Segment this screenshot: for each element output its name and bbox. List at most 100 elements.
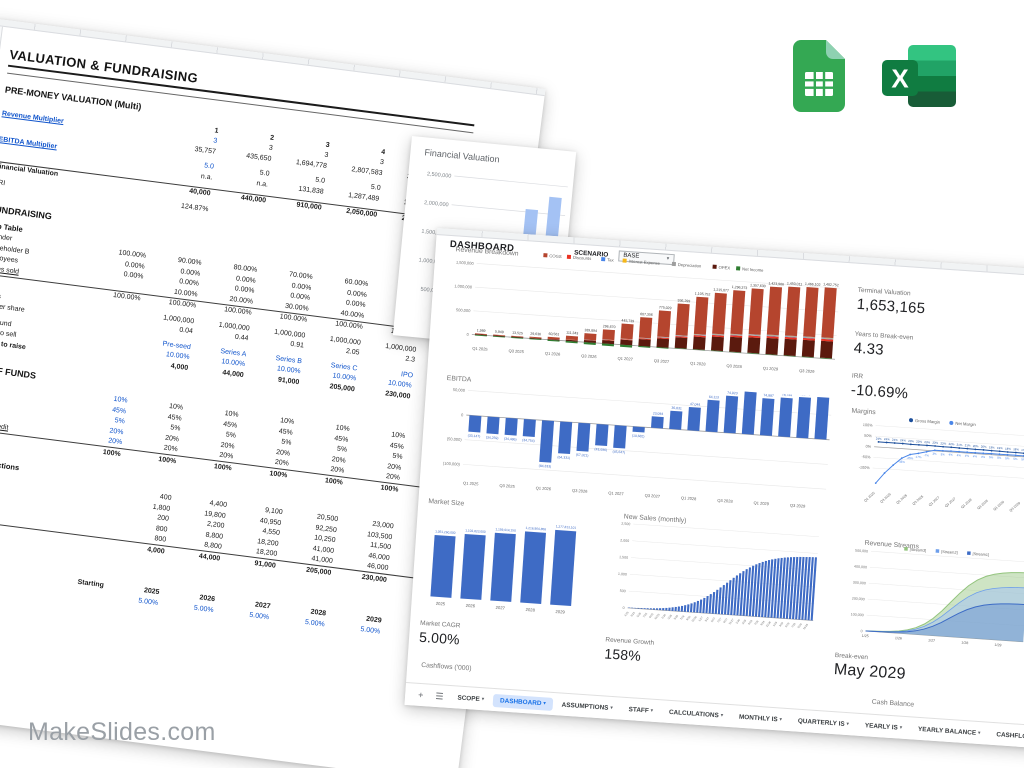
- svg-text:-100%: -100%: [859, 465, 871, 470]
- svg-text:1/26: 1/26: [660, 613, 667, 620]
- svg-text:Depreciation: Depreciation: [678, 262, 702, 269]
- svg-text:(45,647): (45,647): [612, 450, 625, 455]
- cell: 440,000: [240, 194, 267, 205]
- sheet-tab-cashflow[interactable]: CASHFLOW▾: [989, 727, 1024, 744]
- svg-text:24%: 24%: [900, 438, 906, 442]
- sheet-tab-quarterly-is[interactable]: QUARTERLY IS ▾: [790, 714, 856, 731]
- svg-text:Q3 2027: Q3 2027: [944, 497, 957, 509]
- svg-text:400,000: 400,000: [854, 565, 867, 570]
- svg-text:300,000: 300,000: [853, 581, 866, 586]
- svg-text:1,500,000: 1,500,000: [456, 260, 475, 266]
- svg-text:23,084: 23,084: [653, 411, 664, 416]
- dashboard-sheet-window: DASHBOARD SCENARIO BASE ▾ Revenue Breakd…: [404, 228, 1024, 751]
- tab-label: CASHFLOW: [996, 730, 1024, 741]
- svg-text:111,343: 111,343: [566, 331, 578, 336]
- sheet-tab-assumptions[interactable]: ASSUMPTIONS ▾: [554, 698, 620, 715]
- sheet-tab-yearly-balance[interactable]: YEARLY BALANCE ▾: [911, 722, 988, 740]
- tab-label: SCOPE: [457, 693, 481, 703]
- svg-text:5%: 5%: [1005, 456, 1010, 460]
- svg-text:7/29: 7/29: [790, 622, 797, 629]
- cell: [52, 590, 108, 597]
- svg-text:Financial Valuation: Financial Valuation: [424, 147, 500, 164]
- revenue-streams-chart[interactable]: Revenue Streams [Stream3] [Stream2] [Stream…: [832, 534, 1024, 674]
- cell: [102, 196, 158, 203]
- svg-text:Q1 2029: Q1 2029: [763, 365, 779, 371]
- svg-text:1,000,000: 1,000,000: [454, 283, 473, 289]
- market-size-chart[interactable]: Market Size 1,051,260,000 2025 1,103,823,00…: [418, 494, 588, 634]
- svg-text:22%: 22%: [940, 441, 946, 445]
- svg-text:17%: 17%: [1021, 448, 1024, 452]
- revenue-breakdown-chart[interactable]: Revenue Breakdown COGS Discounts Tax Interes…: [435, 242, 845, 400]
- row-number: 2: [0, 24, 3, 39]
- svg-text:Q3 2026: Q3 2026: [912, 494, 925, 506]
- svg-text:(34,754): (34,754): [522, 438, 535, 443]
- svg-text:Q3 2028: Q3 2028: [726, 363, 742, 369]
- svg-text:Q1 2027: Q1 2027: [617, 356, 633, 362]
- svg-text:9/28: 9/28: [759, 619, 766, 626]
- add-sheet-button[interactable]: +: [417, 689, 424, 701]
- svg-text:9/27: 9/27: [722, 617, 729, 624]
- svg-text:775,029: 775,029: [659, 305, 672, 310]
- tab-label: YEARLY IS: [864, 721, 899, 731]
- kpi-value: -10.69%: [850, 381, 909, 403]
- cell: [269, 217, 325, 224]
- svg-text:3%: 3%: [940, 452, 945, 456]
- all-sheets-button[interactable]: ☰: [435, 690, 444, 702]
- ebitda-chart[interactable]: EBITDA 50,000 0 (50,000) (100,000) (33,147) (3…: [427, 370, 837, 526]
- svg-text:24%: 24%: [892, 438, 898, 442]
- sheet-tab-bar: + ☰ SCOPE ▾ DASHBOARD ▾ ASSUMPTIONS ▾ STAFF ▾ CALC…: [404, 681, 1024, 751]
- svg-text:100%: 100%: [863, 423, 874, 428]
- svg-text:7/25: 7/25: [642, 611, 649, 618]
- svg-text:3/25: 3/25: [629, 611, 636, 618]
- svg-text:20%: 20%: [973, 444, 979, 448]
- svg-text:Q3 2028: Q3 2028: [717, 498, 733, 504]
- svg-text:50%: 50%: [864, 434, 872, 439]
- tab-menu-arrow-icon: ▾: [977, 729, 981, 736]
- svg-text:1/29: 1/29: [772, 620, 779, 627]
- svg-text:Q3 2027: Q3 2027: [654, 358, 670, 364]
- kpi-breakeven: Break-even May 2029: [833, 652, 907, 684]
- svg-text:7/26: 7/26: [679, 614, 686, 621]
- svg-text:936,299: 936,299: [677, 298, 690, 303]
- svg-text:100,000: 100,000: [851, 612, 864, 617]
- svg-text:EBITDA: EBITDA: [447, 375, 472, 384]
- svg-text:Q1 2025: Q1 2025: [863, 491, 876, 503]
- cash-balance-chart-title: Cash Balance: [871, 698, 915, 709]
- cell: [106, 164, 162, 171]
- svg-text:5%: 5%: [1013, 457, 1018, 461]
- sheet-tab-yearly-is[interactable]: YEARLY IS ▾: [857, 718, 909, 734]
- svg-text:1,423,966: 1,423,966: [768, 281, 784, 286]
- svg-text:24%: 24%: [884, 437, 890, 441]
- svg-text:Market Size: Market Size: [428, 498, 464, 507]
- svg-text:2025: 2025: [436, 601, 446, 607]
- sheet-tab-calculations[interactable]: CALCULATIONS ▾: [662, 705, 731, 723]
- cell: [104, 181, 160, 188]
- tab-menu-arrow-icon: ▾: [543, 700, 546, 706]
- svg-text:Gross Margin: Gross Margin: [915, 418, 941, 425]
- svg-text:Q1 2028: Q1 2028: [690, 361, 706, 367]
- svg-text:5,949: 5,949: [495, 330, 504, 335]
- margins-chart[interactable]: Margins Gross Margin Net Margin 100% 50% 0% -5…: [841, 404, 1024, 542]
- new-sales-chart[interactable]: New Sales (monthly) 2,500 2,000 1,500 1,000 5…: [595, 508, 826, 656]
- row-number: 3: [0, 36, 1, 50]
- svg-text:Net Margin: Net Margin: [955, 421, 976, 427]
- kpi-label: Market CAGR: [419, 619, 461, 630]
- sheet-tab-scope[interactable]: SCOPE ▾: [450, 691, 491, 707]
- svg-text:64,113: 64,113: [709, 395, 719, 400]
- svg-text:2,500,000: 2,500,000: [427, 171, 452, 179]
- cell: [110, 138, 166, 145]
- sheet-tab-dashboard[interactable]: DASHBOARD ▾: [492, 693, 554, 711]
- svg-text:Q3 2029: Q3 2029: [799, 368, 815, 374]
- svg-text:22%: 22%: [948, 442, 954, 446]
- svg-text:Q3 2028: Q3 2028: [976, 499, 989, 511]
- sheet-tab-staff[interactable]: STAFF ▾: [621, 702, 660, 718]
- svg-text:36,831: 36,831: [671, 406, 682, 411]
- svg-text:200,000: 200,000: [852, 596, 865, 601]
- svg-text:23%: 23%: [908, 439, 914, 443]
- svg-text:(33,147): (33,147): [468, 434, 481, 439]
- svg-text:Margins: Margins: [851, 408, 876, 417]
- tab-label: QUARTERLY IS: [797, 717, 845, 728]
- sheet-tab-monthly-is[interactable]: MONTHLY IS ▾: [732, 710, 790, 727]
- svg-text:2027: 2027: [495, 605, 505, 611]
- svg-text:11/28: 11/28: [765, 620, 773, 628]
